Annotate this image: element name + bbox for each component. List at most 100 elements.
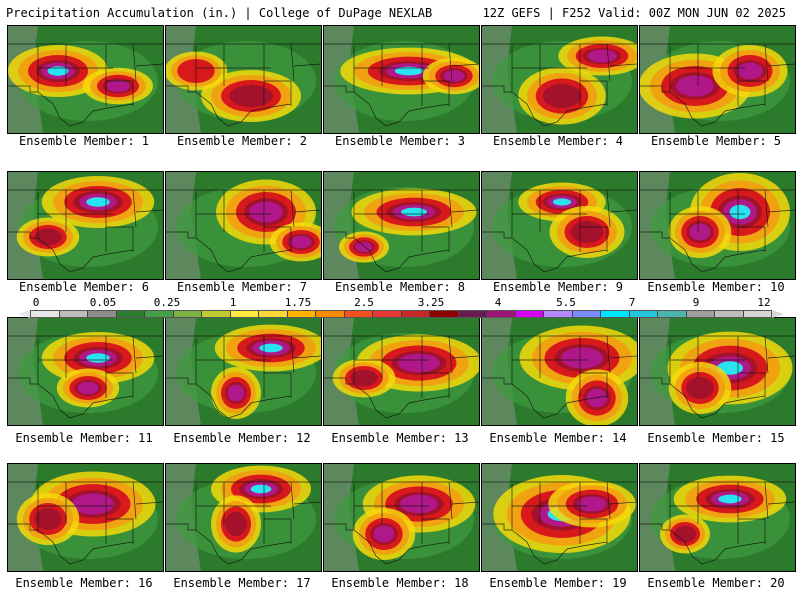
- colorbar-tick-label: 0.05: [89, 296, 117, 309]
- state-borders: [324, 189, 479, 273]
- member-label: Ensemble Member: 14: [489, 431, 627, 445]
- colorbar-tick-label: 7: [628, 296, 636, 309]
- precip-map: [640, 318, 795, 425]
- colorbar-swatch: [230, 311, 259, 317]
- member-label: Ensemble Member: 11: [15, 431, 153, 445]
- colorbar-swatch: [572, 311, 601, 317]
- state-borders: [8, 335, 163, 419]
- ensemble-map-panel: [7, 25, 164, 134]
- state-borders: [8, 189, 163, 273]
- member-label: Ensemble Member: 3: [334, 134, 466, 148]
- ensemble-map-panel: [481, 317, 638, 426]
- ensemble-map-panel: [481, 25, 638, 134]
- ensemble-map-panel: [639, 25, 796, 134]
- precip-map: [8, 26, 163, 133]
- state-borders: [166, 43, 321, 127]
- precip-map: [324, 172, 479, 279]
- colorbar-swatch: [145, 311, 174, 317]
- precip-map: [8, 172, 163, 279]
- member-label: Ensemble Member: 10: [647, 280, 785, 294]
- state-borders: [8, 43, 163, 127]
- state-borders: [324, 481, 479, 565]
- precip-map: [166, 464, 321, 571]
- precip-map: [324, 26, 479, 133]
- colorbar-swatch: [373, 311, 402, 317]
- colorbar-tick-label: 0.25: [153, 296, 181, 309]
- state-borders: [482, 481, 637, 565]
- ensemble-map-panel: [165, 171, 322, 280]
- precip-map: [324, 318, 479, 425]
- colorbar-swatch: [88, 311, 117, 317]
- ensemble-map-panel: [639, 171, 796, 280]
- colorbar-tick-label: 4: [494, 296, 502, 309]
- member-label: Ensemble Member: 19: [489, 576, 627, 590]
- state-borders: [482, 43, 637, 127]
- colorbar-swatch: [715, 311, 744, 317]
- precip-map: [8, 318, 163, 425]
- ensemble-map-panel: [639, 317, 796, 426]
- colorbar-tick-label: 9: [692, 296, 700, 309]
- precip-map: [640, 172, 795, 279]
- colorbar-swatch: [401, 311, 430, 317]
- state-borders: [640, 481, 795, 565]
- ensemble-map-panel: [7, 171, 164, 280]
- member-label: Ensemble Member: 2: [176, 134, 308, 148]
- colorbar-left-arrow: [18, 310, 30, 318]
- colorbar-swatch: [31, 311, 60, 317]
- precip-map: [482, 26, 637, 133]
- ensemble-map-panel: [323, 317, 480, 426]
- member-label: Ensemble Member: 6: [18, 280, 150, 294]
- header: Precipitation Accumulation (in.) | Colle…: [0, 0, 800, 24]
- colorbar-swatch: [344, 311, 373, 317]
- colorbar-swatch: [116, 311, 145, 317]
- colorbar-swatch: [601, 311, 630, 317]
- precip-map: [482, 464, 637, 571]
- state-borders: [482, 189, 637, 273]
- member-label: Ensemble Member: 20: [647, 576, 785, 590]
- colorbar-swatch: [544, 311, 573, 317]
- precip-map: [482, 172, 637, 279]
- member-label: Ensemble Member: 8: [334, 280, 466, 294]
- precip-map: [482, 318, 637, 425]
- colorbar-swatch: [259, 311, 288, 317]
- ensemble-map-panel: [639, 463, 796, 572]
- ensemble-map-panel: [481, 171, 638, 280]
- member-label: Ensemble Member: 17: [173, 576, 311, 590]
- state-borders: [166, 335, 321, 419]
- colorbar-tick-label: 12: [757, 296, 771, 309]
- colorbar-swatch: [743, 311, 771, 317]
- colorbar-swatch: [629, 311, 658, 317]
- state-borders: [8, 481, 163, 565]
- colorbar-swatch: [515, 311, 544, 317]
- ensemble-map-panel: [323, 25, 480, 134]
- state-borders: [324, 335, 479, 419]
- colorbar-tick-label: 1.75: [284, 296, 312, 309]
- member-label: Ensemble Member: 5: [650, 134, 782, 148]
- colorbar-swatch: [658, 311, 687, 317]
- state-borders: [324, 43, 479, 127]
- colorbar-swatch: [487, 311, 516, 317]
- colorbar-tick-label: 3.25: [417, 296, 445, 309]
- colorbar-swatch: [202, 311, 231, 317]
- ensemble-map-panel: [165, 25, 322, 134]
- member-label: Ensemble Member: 12: [173, 431, 311, 445]
- ensemble-map-panel: [165, 463, 322, 572]
- state-borders: [640, 335, 795, 419]
- colorbar-tick-label: 1: [229, 296, 237, 309]
- colorbar-tick-label: 0: [32, 296, 40, 309]
- colorbar-swatch: [316, 311, 345, 317]
- precip-map: [166, 26, 321, 133]
- colorbar-swatch: [430, 311, 459, 317]
- colorbar-swatch: [287, 311, 316, 317]
- precip-map: [640, 464, 795, 571]
- colorbar-legend: 0 0.05 0.25 1 1.75 2.5 3.25 4 5.5 7 9 12: [0, 296, 800, 320]
- member-label: Ensemble Member: 4: [492, 134, 624, 148]
- ensemble-map-panel: [323, 171, 480, 280]
- colorbar-swatch: [173, 311, 202, 317]
- state-borders: [482, 335, 637, 419]
- colorbar-tick-label: 5.5: [556, 296, 576, 309]
- ensemble-map-panel: [165, 317, 322, 426]
- member-label: Ensemble Member: 9: [492, 280, 624, 294]
- colorbar-swatch: [686, 311, 715, 317]
- member-label: Ensemble Member: 13: [331, 431, 469, 445]
